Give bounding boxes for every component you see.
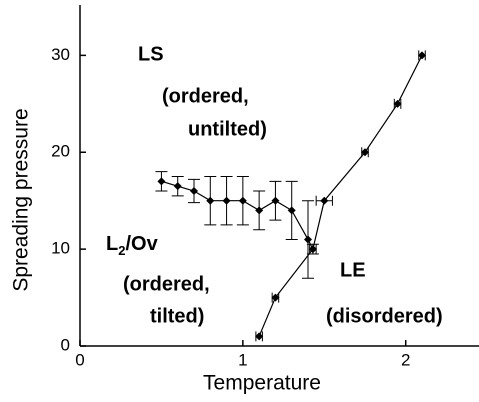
- data-point: [418, 51, 426, 60]
- data-point: [304, 235, 312, 244]
- annotation: (disordered): [326, 305, 443, 327]
- data-point: [271, 293, 280, 302]
- data-point: [173, 182, 182, 191]
- annotation: L2/Ov: [106, 233, 159, 258]
- y-tick-label: 0: [61, 335, 70, 354]
- data-point: [238, 196, 247, 205]
- data-point: [287, 206, 296, 215]
- data-point: [393, 99, 402, 108]
- data-point: [320, 196, 329, 205]
- x-tick-label: 2: [401, 350, 410, 369]
- data-point: [206, 196, 215, 205]
- data-point: [190, 187, 198, 195]
- data-point: [157, 177, 166, 186]
- annotation-subscript: 2: [118, 243, 125, 258]
- x-tick-label: 0: [75, 350, 84, 369]
- annotation-suffix: /Ov: [125, 233, 158, 255]
- annotation: untilted): [188, 118, 267, 140]
- annotation-main: L: [106, 233, 118, 255]
- series-line: [258, 55, 423, 337]
- x-tick-label: 1: [238, 350, 247, 369]
- plot-area: [155, 50, 426, 342]
- data-point: [255, 206, 264, 215]
- annotation: LE: [340, 259, 366, 281]
- data-point: [361, 148, 369, 157]
- data-point: [222, 196, 231, 205]
- y-tick-label: 10: [51, 239, 70, 258]
- y-axis-label: Spreading pressure: [10, 108, 33, 291]
- data-point: [271, 196, 280, 205]
- annotation: (ordered,: [123, 273, 210, 295]
- data-point: [255, 332, 264, 341]
- annotation: (ordered,: [162, 85, 249, 107]
- annotation: LS: [138, 43, 164, 65]
- y-tick-label: 30: [51, 45, 70, 64]
- annotation: tilted): [150, 305, 204, 327]
- y-tick-label: 20: [51, 142, 70, 161]
- x-axis-label: Temperature: [203, 372, 321, 395]
- data-point: [308, 245, 317, 254]
